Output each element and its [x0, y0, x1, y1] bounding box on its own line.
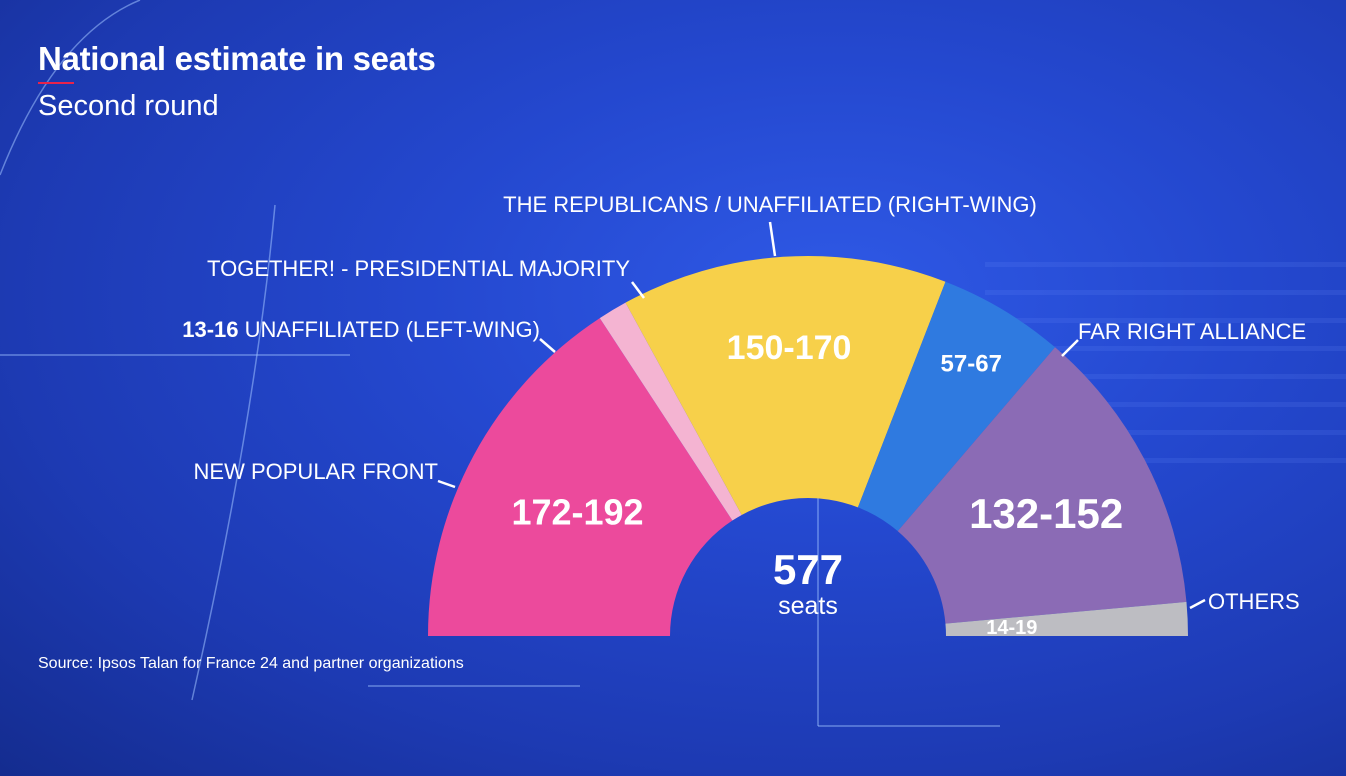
- value-label-0: 172-192: [511, 491, 643, 532]
- party-label-2: TOGETHER! - PRESIDENTIAL MAJORITY: [207, 256, 630, 281]
- slice-5: [945, 601, 1188, 636]
- value-label-5: 14-19: [986, 617, 1037, 639]
- leader-line-2: [631, 281, 645, 299]
- party-name-1: UNAFFILIATED (LEFT-WING): [245, 317, 540, 342]
- title-accent: [38, 82, 74, 84]
- party-label-0: NEW POPULAR FRONT: [194, 459, 438, 484]
- value-label-2: 150-170: [727, 329, 852, 367]
- slice-2: [625, 256, 946, 515]
- slice-4: [897, 347, 1187, 624]
- value-label-1: 13-16: [182, 317, 244, 342]
- leader-line-0: [437, 479, 456, 489]
- page-title: National estimate in seats: [38, 40, 436, 77]
- page-subtitle: Second round: [38, 90, 219, 122]
- party-label-1: 13-16 UNAFFILIATED (LEFT-WING): [182, 317, 540, 342]
- slice-0: [428, 318, 733, 636]
- leader-line-1: [539, 338, 556, 353]
- party-label-5: OTHERS: [1208, 589, 1300, 614]
- total-seats-label: seats: [778, 592, 838, 620]
- leader-line-5: [1189, 598, 1206, 610]
- leader-line-4: [1061, 339, 1079, 357]
- party-label-3: THE REPUBLICANS / UNAFFILIATED (RIGHT-WI…: [503, 192, 1037, 217]
- source-note: Source: Ipsos Talan for France 24 and pa…: [38, 655, 464, 672]
- value-label-3: 57-67: [941, 351, 1002, 378]
- leader-line-3: [768, 221, 777, 257]
- value-label-4: 132-152: [969, 490, 1123, 537]
- slice-1: [599, 302, 742, 521]
- total-seats-value: 577: [773, 546, 843, 593]
- party-label-4: FAR RIGHT ALLIANCE: [1078, 319, 1306, 344]
- slice-3: [857, 281, 1056, 532]
